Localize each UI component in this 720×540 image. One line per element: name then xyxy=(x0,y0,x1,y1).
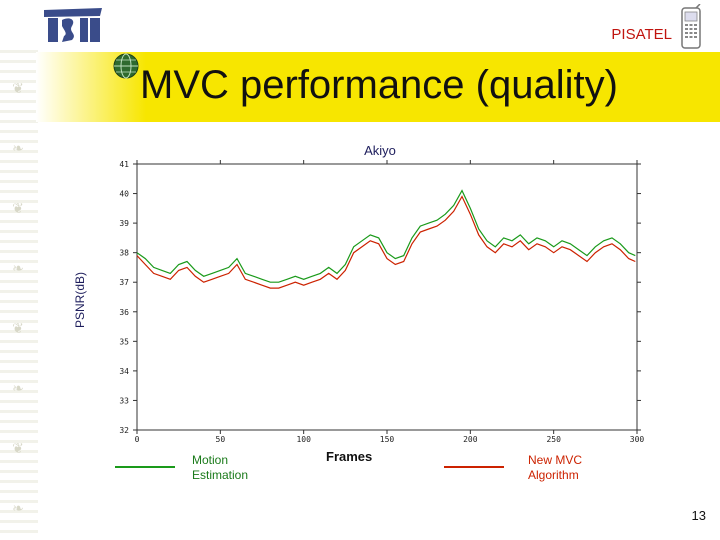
decorative-glyph: ❧ xyxy=(12,261,24,277)
y-tick-label: 32 xyxy=(119,426,129,435)
decorative-glyph: ❦ xyxy=(12,201,24,217)
legend-label-new-mvc: New MVC Algorithm xyxy=(528,453,582,483)
y-tick-label: 34 xyxy=(119,367,129,376)
x-tick-label: 100 xyxy=(296,435,311,444)
y-axis-label: PSNR(dB) xyxy=(73,271,87,329)
legend-label-motion-estimation: Motion Estimation xyxy=(192,453,248,483)
y-tick-label: 39 xyxy=(119,219,129,228)
plot-frame xyxy=(136,163,638,431)
y-tick-label: 40 xyxy=(119,190,129,199)
mobile-phone-icon xyxy=(681,4,701,49)
x-tick-label: 300 xyxy=(630,435,645,444)
page-number: 13 xyxy=(691,508,706,523)
series-line-motion-estimation xyxy=(136,189,636,283)
legend-swatch-motion-estimation xyxy=(115,466,175,468)
y-tick-label: 36 xyxy=(119,308,129,317)
y-tick-label: 38 xyxy=(119,249,129,258)
legend-swatch-new-mvc xyxy=(444,466,504,468)
decorative-left-strip: ❧ ❦ ❧ ❦ ❧ ❦ ❧ ❦ ❧ xyxy=(0,0,38,540)
decorative-glyph: ❧ xyxy=(12,501,24,517)
decorative-glyph: ❦ xyxy=(12,321,24,337)
globe-icon xyxy=(113,53,139,79)
psnr-line-chart: 32 33 34 35 36 37 38 39 40 41 0 50 100 150 200 250 300 xyxy=(119,160,645,444)
y-tick-label: 33 xyxy=(119,396,129,405)
slide-title: MVC performance (quality) xyxy=(140,63,618,107)
x-tick-label: 200 xyxy=(463,435,478,444)
x-tick-label: 50 xyxy=(216,435,226,444)
x-tick-label: 0 xyxy=(135,435,140,444)
header-band xyxy=(0,0,720,50)
series-line-new-mvc xyxy=(136,195,636,289)
legend-label-line: New MVC xyxy=(528,453,583,467)
chart-title: Akiyo xyxy=(364,143,396,158)
tsit-logo-icon xyxy=(44,8,102,42)
x-tick-label: 250 xyxy=(546,435,561,444)
y-tick-label: 35 xyxy=(119,337,129,346)
legend-label-line: Algorithm xyxy=(528,468,579,482)
decorative-glyph: ❦ xyxy=(12,441,24,457)
legend-label-line: Motion xyxy=(192,453,229,467)
x-axis-label: Frames xyxy=(326,449,373,464)
x-tick-label: 150 xyxy=(380,435,395,444)
brand-name: PISATEL xyxy=(611,26,672,43)
legend-label-line: Estimation xyxy=(192,468,249,482)
y-tick-label: 37 xyxy=(119,278,129,287)
y-tick-label: 41 xyxy=(119,160,129,169)
decorative-glyph: ❧ xyxy=(12,381,24,397)
decorative-glyph: ❧ xyxy=(12,141,24,157)
decorative-glyph: ❦ xyxy=(12,81,24,97)
